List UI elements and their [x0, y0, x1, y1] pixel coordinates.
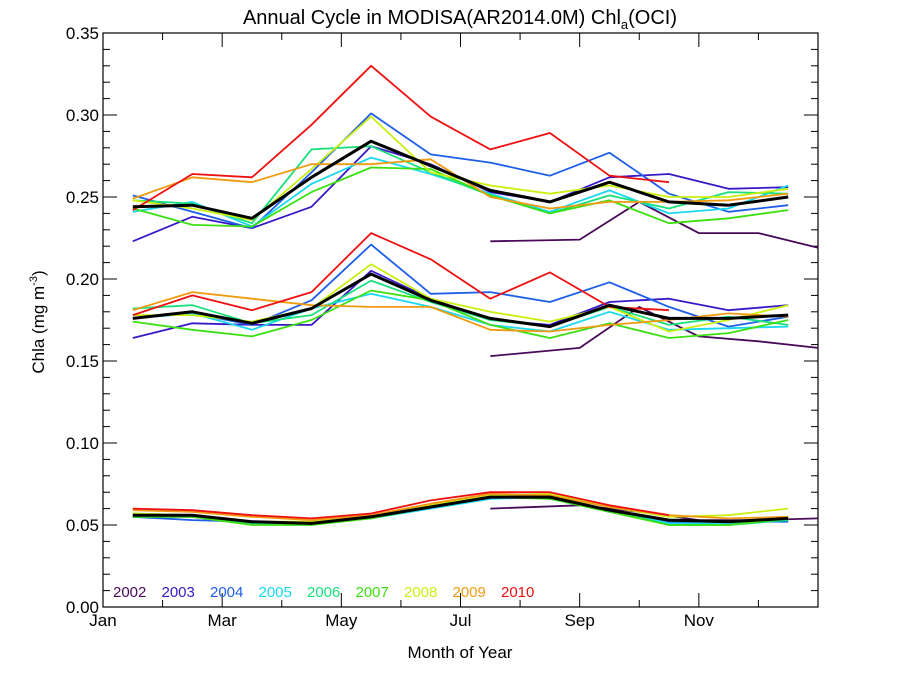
x-tick-label: Sep [565, 611, 595, 630]
y-tick-label: 0.35 [66, 24, 99, 43]
series-line-2003-upper [132, 145, 789, 243]
legend-item-2005: 2005 [259, 584, 292, 601]
series-2010 [132, 64, 670, 520]
y-tick-label: 0.15 [66, 352, 99, 371]
series-line-mean-lower [132, 495, 789, 525]
chart-title-end: (OCI) [628, 7, 677, 29]
series-line-2002-middle [490, 306, 819, 357]
legend-item-2002: 2002 [113, 584, 146, 601]
series-2002 [490, 201, 819, 521]
x-tick-label: Nov [684, 611, 715, 630]
x-axis-label: Month of Year [408, 643, 513, 662]
y-tick-label: 0.00 [66, 598, 99, 617]
legend-item-2010: 2010 [501, 584, 534, 601]
series-line-2002-upper [490, 201, 819, 249]
series-line-2010-middle [132, 232, 670, 316]
y-axis-label-end: ) [29, 270, 48, 276]
x-tick-label: May [325, 611, 358, 630]
y-axis-label-superscript: -3 [28, 276, 40, 286]
x-tick-label: Jan [89, 611, 116, 630]
legend-item-2009: 2009 [453, 584, 486, 601]
chart-title-subscript: a [621, 17, 629, 32]
y-tick-label: 0.20 [66, 270, 99, 289]
y-tick-label: 0.10 [66, 434, 99, 453]
series-layer [132, 64, 819, 526]
y-tick-label: 0.05 [66, 516, 99, 535]
series-line-2004-middle [132, 243, 789, 328]
legend-item-2003: 2003 [162, 584, 195, 601]
y-axis-label: Chla (mg m-3) [28, 270, 48, 373]
series-line-2006-upper [132, 145, 789, 225]
axes: 0.00 0.05 0.10 0.15 0.20 0.25 0.30 0.35 Jan Mar Ma… [66, 24, 819, 630]
series-line-mean-upper [132, 139, 789, 220]
y-tick-label: 0.25 [66, 188, 99, 207]
series-line-2007-upper [132, 166, 789, 228]
series-line-2010-upper [132, 64, 670, 211]
chart-title: Annual Cycle in MODISA(AR2014.0M) Chla(O… [243, 7, 677, 32]
series-mean [132, 139, 789, 525]
x-tick-label: Jul [450, 611, 472, 630]
legend-item-2006: 2006 [307, 584, 340, 601]
series-line-2007-middle [132, 289, 789, 339]
chart-title-main: Annual Cycle in MODISA(AR2014.0M) Chl [243, 7, 621, 29]
series-2007 [132, 166, 789, 526]
series-line-2010-lower [132, 491, 670, 520]
legend-item-2008: 2008 [404, 584, 437, 601]
legend-item-2004: 2004 [210, 584, 243, 601]
series-line-mean-middle [132, 272, 789, 329]
legend-item-2007: 2007 [356, 584, 389, 601]
legend: 2002 2003 2004 2005 2006 2007 2008 2009 2010 [113, 584, 534, 601]
y-tick-label: 0.30 [66, 106, 99, 125]
x-tick-label: Mar [208, 611, 238, 630]
series-line-2009-lower [132, 492, 789, 521]
y-axis-label-main: Chla (mg m [29, 286, 48, 374]
